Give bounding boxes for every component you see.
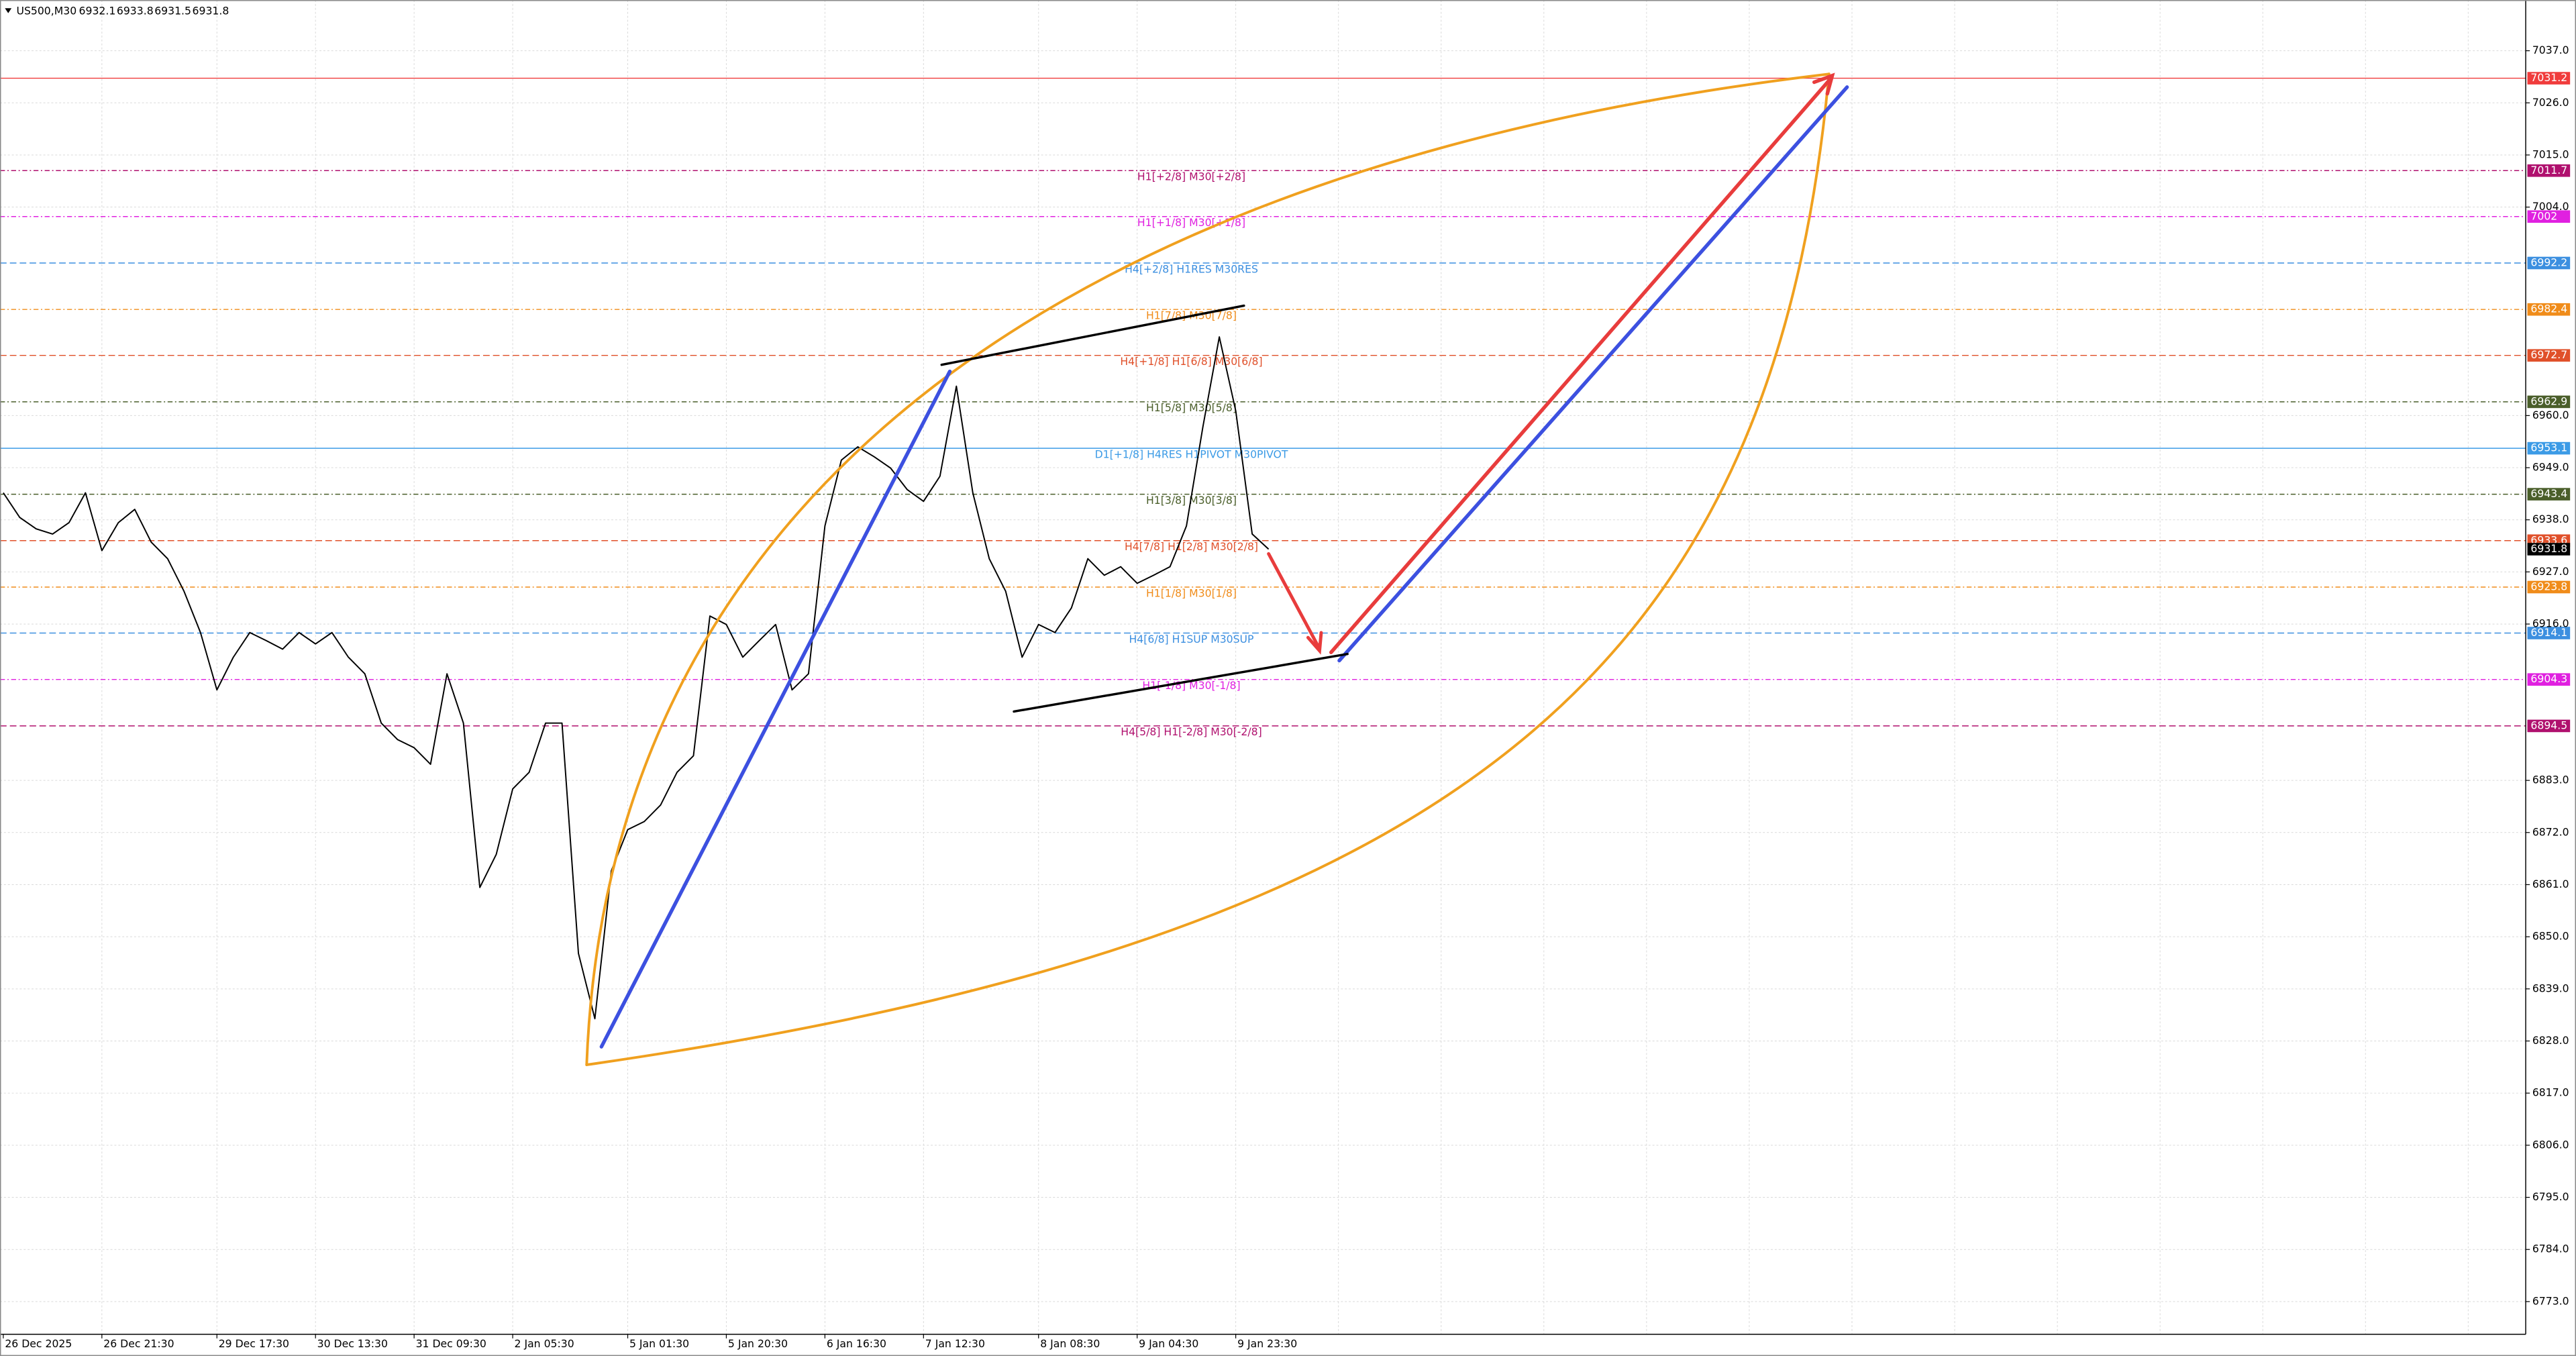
y-tick-label: 6817.0 (2532, 1086, 2569, 1099)
price-tag-label: 6943.4 (2530, 487, 2567, 500)
x-tick-label: 5 Jan 01:30 (629, 1337, 689, 1350)
price-tag (2527, 164, 2571, 177)
red-arrowhead (1306, 631, 1323, 655)
level-label: H1[-1/8] M30[-1/8] (1142, 679, 1240, 692)
annotations (585, 72, 1849, 1066)
symbol: US500,M30 (16, 5, 76, 17)
y-tick-label: 6960.0 (2532, 409, 2569, 421)
y-tick-label: 6806.0 (2532, 1138, 2569, 1151)
y-tick-label: 6784.0 (2532, 1243, 2569, 1255)
orange-curve (585, 72, 1831, 1066)
level-label: D1[+1/8] H4RES H1PIVOT M30PIVOT (1095, 448, 1288, 460)
x-tick-label: 26 Dec 2025 (5, 1337, 72, 1350)
x-tick-label: 9 Jan 23:30 (1237, 1337, 1297, 1350)
price-tag-label: 7011.7 (2530, 164, 2567, 176)
price-tag-label: 6904.3 (2530, 672, 2567, 685)
level-label: H1[1/8] M30[1/8] (1146, 586, 1237, 599)
level-label: H1[5/8] M30[5/8] (1146, 401, 1237, 414)
blue-trend-line (1337, 85, 1849, 663)
high: 6933.8 (117, 5, 154, 17)
price-tag (2527, 673, 2571, 686)
price-tag (2527, 303, 2571, 316)
y-tick-label: 7037.0 (2532, 44, 2569, 56)
orange-curve (585, 72, 1831, 1066)
current-price-label: 6931.8 (2530, 542, 2567, 555)
y-tick-label: 6949.0 (2532, 461, 2569, 474)
price-tag-label: 6914.1 (2530, 626, 2567, 639)
price-tag (2527, 441, 2571, 455)
price-tag-label: 7002 (2530, 209, 2557, 222)
y-tick-label: 7015.0 (2532, 148, 2569, 160)
black-trend-line (940, 304, 1245, 366)
price-tag (2527, 210, 2571, 223)
grid (0, 0, 2526, 1335)
red-arrow (1267, 552, 1320, 647)
low: 6931.5 (154, 5, 191, 17)
price-tag-label: 6923.8 (2530, 580, 2567, 592)
y-tick-label: 6839.0 (2532, 982, 2569, 994)
x-tick-label: 9 Jan 04:30 (1139, 1337, 1198, 1350)
red-arrowhead (1812, 72, 1835, 96)
level-label: H4[6/8] H1SUP M30SUP (1129, 633, 1254, 645)
price-tag (2527, 719, 2571, 733)
close: 6931.8 (193, 5, 229, 17)
price-tag-label: 6982.4 (2530, 303, 2567, 315)
y-tick-label: 6861.0 (2532, 878, 2569, 890)
x-tick-label: 8 Jan 08:30 (1040, 1337, 1100, 1350)
x-tick-label: 30 Dec 13:30 (317, 1337, 388, 1350)
axis-labels: 7037.0 7026.0 7015.0 7004.0 6960.0 6949.0 6938… (3, 44, 2571, 1350)
header: US500,M30 6932.1 6933.8 6931.5 6931.8 (5, 5, 229, 17)
price-tag-label: 6894.5 (2530, 719, 2567, 731)
y-tick-label: 6927.0 (2532, 565, 2569, 578)
blue-trend-line (599, 369, 952, 1049)
y-tick-label: 6938.0 (2532, 513, 2569, 525)
price-tag-label: 6972.7 (2530, 348, 2567, 361)
x-tick-label: 5 Jan 20:30 (728, 1337, 788, 1350)
price-tag (2527, 627, 2571, 639)
price-tag (2527, 349, 2571, 362)
red-arrow (1329, 79, 1831, 654)
price-tag (2527, 256, 2571, 270)
level-label: H1[+1/8] M30[+1/8] (1137, 216, 1245, 229)
price-tag-label: 6953.1 (2530, 441, 2567, 454)
level-label: H4[+2/8] H1RES M30RES (1125, 262, 1258, 275)
header-icon (5, 8, 12, 13)
level-label: H4[+1/8] H1[6/8] M30[6/8] (1120, 355, 1262, 368)
x-tick-label: 6 Jan 16:30 (827, 1337, 886, 1350)
level-label: H4[5/8] H1[-2/8] M30[-2/8] (1121, 725, 1261, 738)
y-tick-label: 6916.0 (2532, 617, 2569, 630)
price-tag-label: 6962.9 (2530, 395, 2567, 407)
y-tick-label: 6795.0 (2532, 1190, 2569, 1203)
y-tick-label: 6883.0 (2532, 774, 2569, 786)
x-tick-label: 29 Dec 17:30 (219, 1337, 289, 1350)
level-label: H4[7/8] H1[2/8] M30[2/8] (1125, 540, 1258, 553)
price-line (3, 336, 1270, 1020)
level-label: H1[+2/8] M30[+2/8] (1137, 170, 1245, 183)
price-tag (2527, 72, 2571, 85)
black-trend-line (1013, 653, 1349, 713)
price-tag-label: 7031.2 (2530, 71, 2567, 84)
x-tick-label: 31 Dec 09:30 (416, 1337, 486, 1350)
levels: 7031.2 H1[+2/8] M30[+2/8] 7011.7 H1[+1/8] M… (0, 71, 2571, 738)
price-tag (2527, 395, 2571, 409)
y-tick-label: 6872.0 (2532, 825, 2569, 838)
y-tick-label: 6828.0 (2532, 1034, 2569, 1047)
y-tick-label: 7004.0 (2532, 200, 2569, 213)
price (3, 336, 1270, 1020)
y-tick-label: 7026.0 (2532, 96, 2569, 109)
price-tag-label: 6992.2 (2530, 256, 2567, 268)
y-tick-label: 6773.0 (2532, 1294, 2569, 1307)
x-tick-label: 2 Jan 05:30 (515, 1337, 574, 1350)
x-tick-label: 7 Jan 12:30 (925, 1337, 985, 1350)
y-tick-label: 6850.0 (2532, 930, 2569, 943)
price-tag (2527, 580, 2571, 594)
current-price-tag (2527, 543, 2571, 556)
x-tick-label: 26 Dec 21:30 (103, 1337, 174, 1350)
open: 6932.1 (79, 5, 116, 17)
price-tag (2527, 488, 2571, 501)
